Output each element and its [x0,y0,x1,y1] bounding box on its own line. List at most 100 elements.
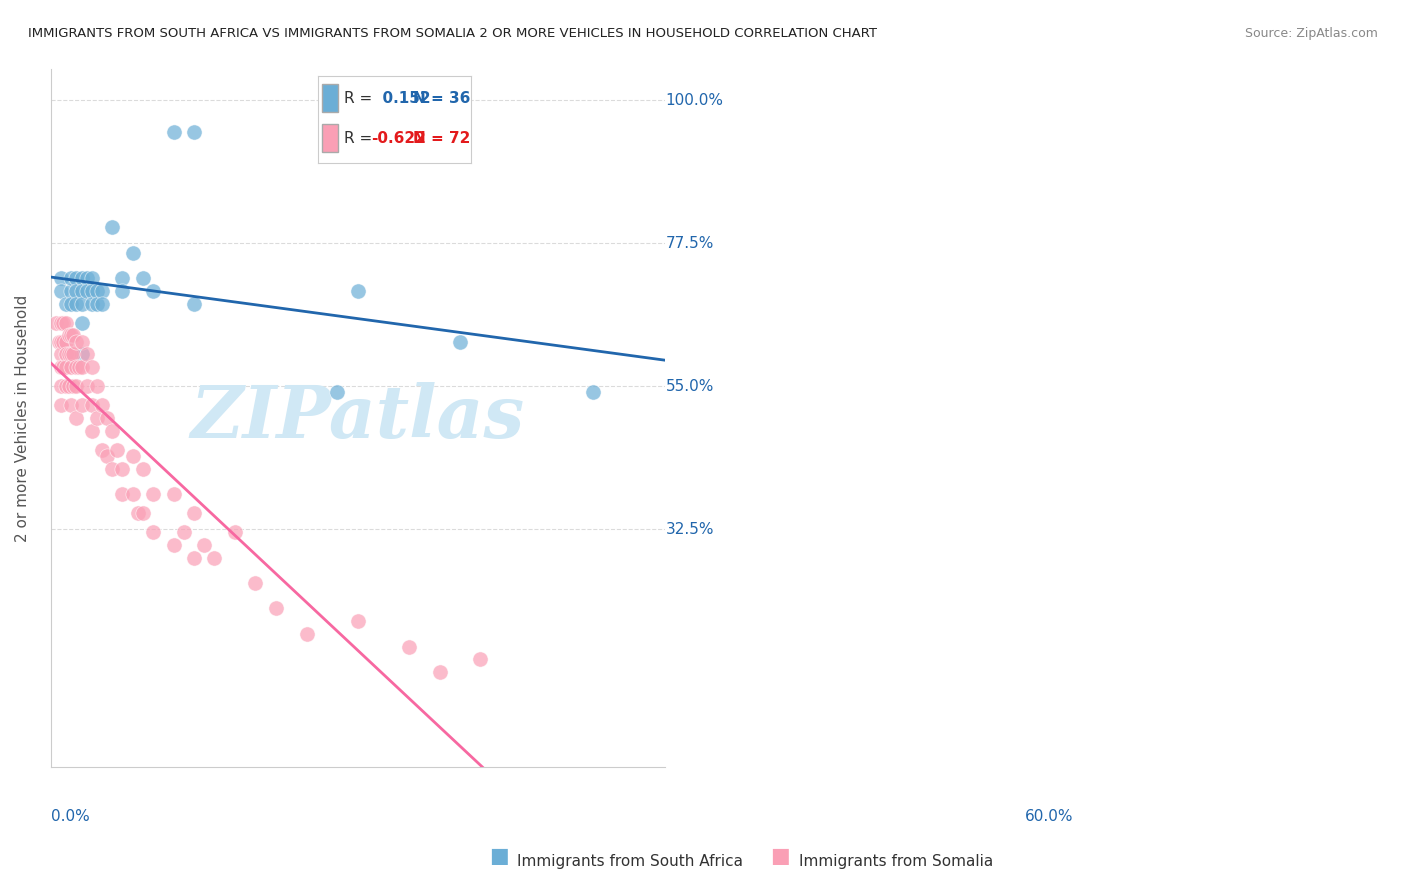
Point [132,271,155,285]
Point [65,379,87,393]
Point [58,379,80,393]
Point [80,271,103,285]
Point [70,360,93,375]
Point [60,271,83,285]
Point [183,296,205,310]
Point [162,125,184,139]
Point [49,360,72,375]
Point [60,347,83,361]
Point [111,487,134,501]
Point [91,284,114,298]
Point [62,347,84,361]
Point [55,347,77,361]
Point [60,360,83,375]
Point [49,316,72,330]
Point [111,461,134,475]
Text: Immigrants from South Africa: Immigrants from South Africa [517,855,744,869]
Point [101,461,124,475]
Point [86,284,108,298]
Point [80,398,103,412]
Point [193,538,215,552]
Point [55,360,77,375]
Text: ZIPatlas: ZIPatlas [191,383,524,453]
Point [96,410,118,425]
Point [111,271,134,285]
Point [142,284,165,298]
Point [162,487,184,501]
Point [142,525,165,540]
Point [101,424,124,438]
Point [76,271,98,285]
Point [49,334,72,349]
Point [49,379,72,393]
Point [86,379,108,393]
Point [65,334,87,349]
Point [70,284,93,298]
Y-axis label: 2 or more Vehicles in Household: 2 or more Vehicles in Household [15,294,30,541]
Point [65,410,87,425]
Point [62,328,84,343]
Point [58,347,80,361]
Point [49,271,72,285]
Point [183,506,205,520]
Point [70,347,93,361]
Point [326,385,349,400]
Point [58,328,80,343]
Point [65,284,87,298]
Point [142,487,165,501]
Text: ■: ■ [489,846,509,865]
Point [398,640,420,654]
Point [264,601,287,615]
Point [91,398,114,412]
Point [65,360,87,375]
Point [346,284,368,298]
Point [127,506,149,520]
Point [60,398,83,412]
Point [245,576,267,591]
Point [80,360,103,375]
Point [55,334,77,349]
Point [76,284,98,298]
Point [69,360,91,375]
Point [86,296,108,310]
Point [55,316,77,330]
Point [121,487,143,501]
Point [65,296,87,310]
Point [105,442,128,457]
Point [49,398,72,412]
Point [470,652,492,666]
Point [132,506,155,520]
Text: 100.0%: 100.0% [666,93,724,108]
Point [91,442,114,457]
Point [70,398,93,412]
Point [45,316,67,330]
Point [346,614,368,628]
Point [76,347,98,361]
Point [183,125,205,139]
Text: Immigrants from Somalia: Immigrants from Somalia [799,855,993,869]
Text: ■: ■ [770,846,790,865]
Point [173,525,195,540]
Point [295,627,318,641]
Point [55,296,77,310]
Point [80,296,103,310]
Point [62,379,84,393]
Text: 77.5%: 77.5% [666,235,714,251]
Point [60,328,83,343]
Text: 0.0%: 0.0% [51,809,90,824]
Point [91,296,114,310]
Point [60,296,83,310]
Point [52,316,75,330]
Point [86,410,108,425]
Point [101,220,124,235]
Point [76,379,98,393]
Point [121,245,143,260]
Point [52,334,75,349]
Point [204,550,226,565]
Point [70,271,93,285]
Point [224,525,246,540]
Point [70,296,93,310]
Text: 55.0%: 55.0% [666,378,714,393]
Point [60,284,83,298]
Point [111,284,134,298]
